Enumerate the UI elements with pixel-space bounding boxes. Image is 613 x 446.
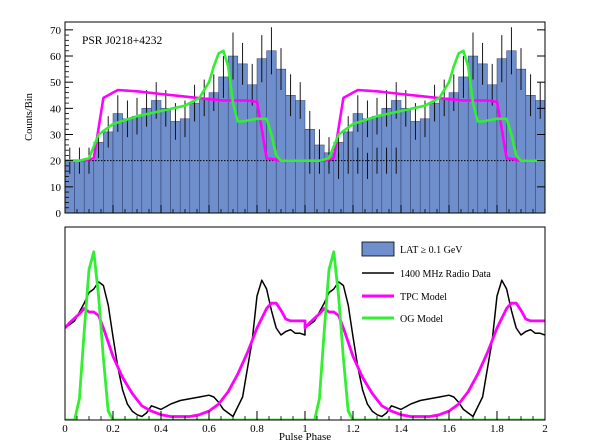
histogram-bar (477, 63, 488, 213)
legend-label-radio: 1400 MHz Radio Data (400, 269, 491, 280)
y-tick-label: 10 (50, 182, 62, 194)
1400-mhz-radio-data-curve-bottom (65, 279, 545, 418)
histogram-bar (237, 63, 248, 213)
x-tick-label: 1 (302, 423, 308, 435)
x-tick-label: 0.6 (202, 423, 216, 435)
top-model-curves (65, 49, 545, 162)
top-panel-histogram: 0 10 20 30 40 50 60 70 PSR J0218+4232 Counts/Bi… (24, 21, 546, 220)
legend-label-lat: LAT ≥ 0.1 GeV (400, 245, 463, 256)
x-tick-label: 2 (542, 423, 548, 435)
x-tick-label: 1.4 (394, 423, 408, 435)
bottom-panel-profiles: 0 0.2 0.4 0.6 0.8 1 1.2 1.4 1.6 1.8 2 Pulse Phase … (62, 226, 548, 443)
y-axis-label: Counts/Bin (24, 92, 35, 141)
y-tick-label: 0 (56, 208, 62, 220)
histogram-bar (515, 68, 527, 213)
y-tick-label: 30 (50, 130, 62, 142)
x-tick-label: 1.8 (490, 423, 504, 435)
bottom-model-curves (65, 250, 545, 420)
bottom-x-axis: 0 0.2 0.4 0.6 0.8 1 1.2 1.4 1.6 1.8 2 (62, 411, 548, 435)
legend-label-tpc: TPC Model (400, 292, 447, 303)
y-tick-label: 40 (50, 103, 62, 115)
legend-swatch-lat (361, 241, 395, 257)
og-model-curve-top (65, 49, 545, 162)
x-tick-label: 1.6 (442, 423, 456, 435)
top-x-ticks (64, 205, 546, 213)
y-tick-label: 70 (50, 25, 62, 37)
y-tick-label: 20 (50, 156, 62, 168)
x-tick-label: 1.2 (346, 423, 360, 435)
x-axis-label: Pulse Phase (279, 431, 331, 443)
x-tick-label: 0.8 (250, 423, 264, 435)
y-tick-label: 50 (50, 77, 62, 89)
og-model-curve-bottom (65, 250, 545, 420)
y-tick-label: 60 (50, 51, 62, 63)
top-y-axis: 0 10 20 30 40 50 60 70 (50, 25, 545, 220)
tpc-model-curve-bottom (65, 301, 545, 418)
chart-title: PSR J0218+4232 (82, 35, 163, 47)
x-tick-label: 0.2 (106, 423, 120, 435)
x-tick-label: 0.4 (154, 423, 168, 435)
x-tick-label: 0 (62, 423, 68, 435)
legend-label-og: OG Model (400, 314, 443, 325)
legend: LAT ≥ 0.1 GeV 1400 MHz Radio Data TPC Mo… (361, 241, 491, 325)
histogram-bar (275, 68, 287, 213)
